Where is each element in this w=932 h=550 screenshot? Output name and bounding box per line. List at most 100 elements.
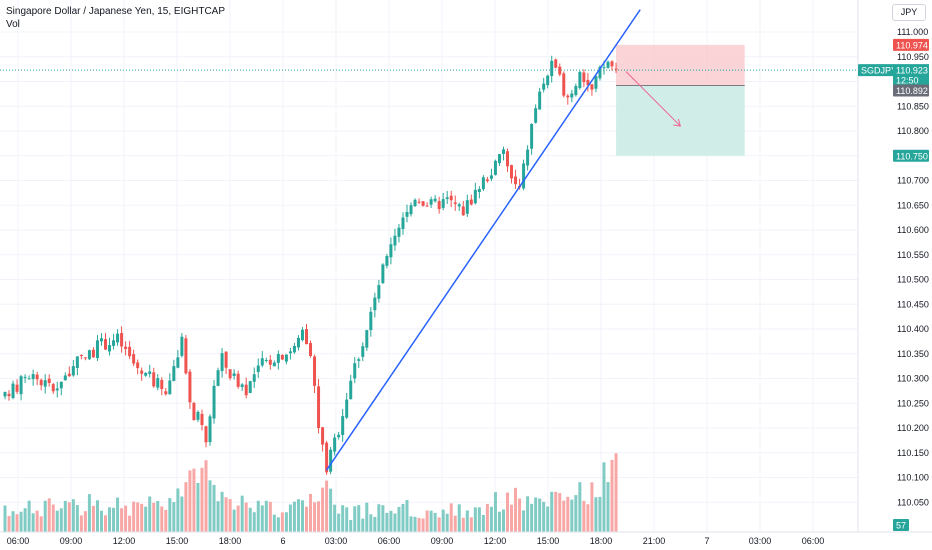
- volume-bar: [99, 510, 103, 532]
- volume-bar: [19, 511, 23, 532]
- candle-body: [550, 60, 554, 77]
- volume-bar: [216, 501, 220, 532]
- candle-body: [79, 355, 83, 357]
- currency-button[interactable]: JPY: [892, 4, 926, 21]
- price-axis: 111.000110.950110.900110.850110.800110.7…: [897, 27, 929, 507]
- volume-bar: [39, 516, 43, 532]
- volume-bar: [457, 504, 461, 532]
- candle-body: [212, 385, 216, 419]
- candle-body: [554, 59, 558, 68]
- candle-body: [91, 349, 95, 358]
- volume-bar: [530, 503, 534, 532]
- candle-body: [95, 340, 99, 359]
- time-tick-label: 12:00: [113, 536, 136, 546]
- volume-bar: [361, 518, 365, 532]
- candle-body: [429, 199, 433, 205]
- candle-body: [526, 149, 530, 166]
- volume-bar: [481, 514, 485, 532]
- volume-bar: [461, 517, 465, 532]
- time-tick-label: 18:00: [219, 536, 242, 546]
- candle-body: [55, 388, 59, 391]
- volume-bar: [429, 510, 433, 532]
- volume-badge: 57: [893, 519, 909, 531]
- volume-bar: [95, 500, 99, 532]
- time-tick-label: 7: [704, 536, 709, 546]
- candle-body: [337, 434, 341, 438]
- candle-body: [385, 256, 389, 266]
- candle-body: [132, 354, 136, 364]
- candle-body: [184, 338, 188, 374]
- volume-bar: [453, 515, 457, 532]
- trendline: [325, 9, 641, 471]
- candle-body: [256, 365, 260, 372]
- volume-bar: [7, 515, 11, 532]
- candle-body: [15, 384, 19, 392]
- symbol-title[interactable]: Singapore Dollar / Japanese Yen, 15, EIG…: [6, 6, 226, 17]
- volume-bar: [602, 462, 606, 532]
- candle-body: [473, 189, 477, 204]
- volume-bar: [300, 500, 304, 532]
- candle-body: [453, 202, 457, 204]
- volume-bar: [232, 509, 236, 532]
- candle-body: [144, 372, 148, 376]
- candle-body: [461, 206, 465, 216]
- candle-body: [542, 83, 546, 90]
- volume-bar: [570, 499, 574, 532]
- candle-body: [23, 376, 27, 378]
- volume-bar: [47, 498, 51, 532]
- volume-bar: [437, 517, 441, 532]
- volume-bar: [337, 513, 341, 532]
- candle-body: [570, 93, 574, 98]
- volume-bar: [204, 460, 208, 532]
- time-tick-label: 12:00: [484, 536, 507, 546]
- candle-body: [172, 366, 176, 381]
- candle-body: [31, 374, 35, 380]
- candle-body: [168, 380, 172, 395]
- volume-bar: [120, 508, 124, 532]
- candle-body: [148, 371, 152, 375]
- volume-bar: [236, 505, 240, 532]
- candle-body: [481, 177, 485, 190]
- volume-bar: [377, 504, 381, 532]
- volume-bar: [578, 482, 582, 532]
- time-tick-label: 03:00: [749, 536, 772, 546]
- candle-body: [284, 354, 288, 362]
- time-tick-label: 15:00: [537, 536, 560, 546]
- candle-body: [188, 371, 192, 403]
- volume-bar: [87, 494, 91, 532]
- volume-indicator-label[interactable]: Vol: [6, 19, 20, 30]
- time-tick-label: 06:00: [7, 536, 30, 546]
- price-tick-label: 110.500: [897, 275, 929, 285]
- candle-body: [7, 393, 11, 397]
- candle-body: [224, 351, 228, 368]
- price-tick-label: 110.850: [897, 101, 929, 111]
- volume-bar: [148, 496, 152, 532]
- candle-body: [566, 95, 570, 98]
- time-tick-label: 09:00: [431, 536, 454, 546]
- volume-bar: [192, 468, 196, 532]
- time-tick-label: 03:00: [325, 536, 348, 546]
- candle-body: [268, 359, 272, 365]
- volume-bar: [550, 491, 554, 532]
- candle-body: [276, 354, 280, 363]
- candle-body: [236, 373, 240, 387]
- volume-bar: [514, 487, 518, 532]
- volume-bar: [558, 493, 562, 532]
- entry-price-badge: 110.892: [893, 84, 929, 97]
- candle-body: [39, 379, 43, 386]
- volume-bar: [140, 503, 144, 532]
- candle-body: [305, 329, 308, 345]
- volume-bar: [156, 501, 160, 532]
- candle-body: [47, 378, 51, 383]
- volume-bar: [409, 516, 413, 532]
- volume-bar: [518, 498, 522, 532]
- volume-bar: [108, 507, 112, 532]
- candle-body: [369, 311, 373, 331]
- candle-body: [296, 337, 300, 348]
- volume-bar: [284, 512, 288, 532]
- candle-body: [558, 66, 562, 75]
- price-tick-label: 110.800: [897, 126, 929, 136]
